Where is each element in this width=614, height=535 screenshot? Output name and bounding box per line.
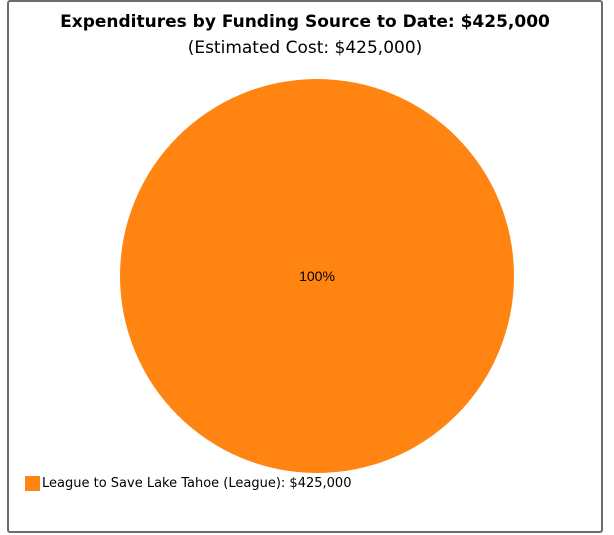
pie-labels: 100%	[299, 268, 335, 284]
legend-label: League to Save Lake Tahoe (League): $425…	[42, 476, 352, 491]
pie-slices	[120, 79, 514, 473]
chart-subtitle: (Estimated Cost: $425,000)	[187, 38, 423, 58]
slice-data-label: 100%	[299, 268, 335, 284]
legend-swatch	[25, 476, 40, 491]
pie-slice	[120, 79, 514, 473]
legend: League to Save Lake Tahoe (League): $425…	[25, 476, 351, 491]
chart-title: Expenditures by Funding Source to Date: …	[60, 12, 550, 32]
